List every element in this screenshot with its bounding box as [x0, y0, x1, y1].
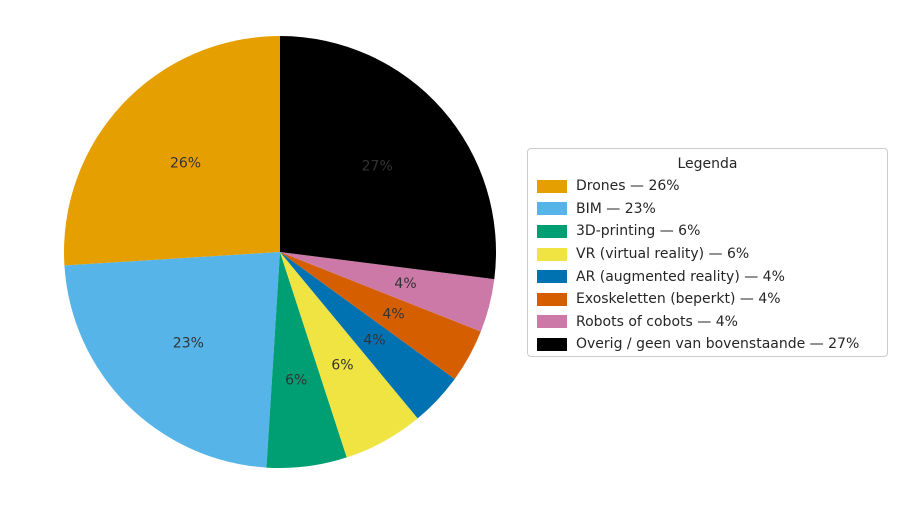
legend-swatch-bim: [537, 202, 567, 216]
pie-slice-label-robots-of-cobots: 4%: [394, 276, 416, 292]
legend-label-ar-augmented-reality: AR (augmented reality) — 4%: [576, 268, 785, 285]
legend-item-robots-of-cobots: Robots of cobots — 4%: [528, 311, 887, 334]
pie-slice-label-bim: 23%: [173, 336, 204, 352]
legend-box: Legenda Drones — 26% BIM — 23% 3D-printing…: [527, 148, 888, 357]
legend-label-overig-geen-van-bovenstaande: Overig / geen van bovenstaande — 27%: [576, 336, 860, 353]
legend-swatch-overig-geen-van-bovenstaande: [537, 337, 567, 351]
legend-item-ar-augmented-reality: AR (augmented reality) — 4%: [528, 265, 887, 288]
pie-slice-bim: [64, 252, 281, 468]
pie-slice-drones: [64, 36, 281, 266]
legend-swatch-exoskeletten-beperkt: [537, 292, 567, 306]
legend-label-robots-of-cobots: Robots of cobots — 4%: [576, 313, 738, 330]
pie-slice-label-exoskeletten-beperkt: 4%: [382, 306, 404, 322]
pie-slice-exoskeletten-beperkt: [280, 252, 481, 379]
pie-slice-label-overig-geen-van-bovenstaande: 27%: [362, 158, 393, 174]
legend-item-vr-virtual-reality: VR (virtual reality) — 6%: [528, 243, 887, 266]
pie-slice-3d-printing: [266, 252, 347, 468]
legend-label-drones: Drones — 26%: [576, 178, 680, 195]
legend-swatch-vr-virtual-reality: [537, 247, 567, 261]
pie-slice-label-3d-printing: 6%: [285, 373, 307, 389]
legend-label-vr-virtual-reality: VR (virtual reality) — 6%: [576, 246, 750, 263]
legend-title: Legenda: [677, 156, 738, 172]
pie-slice-ar-augmented-reality: [280, 252, 455, 419]
legend-item-overig-geen-van-bovenstaande: Overig / geen van bovenstaande — 27%: [528, 333, 887, 356]
pie-slice-overig-geen-van-bovenstaande: [280, 36, 497, 280]
legend-label-bim: BIM — 23%: [576, 200, 656, 217]
pie-slice-label-vr-virtual-reality: 6%: [331, 358, 353, 374]
legend-item-drones: Drones — 26%: [528, 175, 887, 198]
legend-swatch-drones: [537, 179, 567, 193]
legend-item-list: Drones — 26% BIM — 23% 3D-printing — 6% VR …: [528, 175, 887, 356]
legend-label-exoskeletten-beperkt: Exoskeletten (beperkt) — 4%: [576, 291, 781, 308]
legend-swatch-3d-printing: [537, 224, 567, 238]
legend-swatch-ar-augmented-reality: [537, 270, 567, 284]
pie-slice-robots-of-cobots: [280, 252, 495, 332]
pie-slice-label-drones: 26%: [170, 155, 201, 171]
pie-slice-label-ar-augmented-reality: 4%: [363, 333, 385, 349]
legend-item-3d-printing: 3D-printing — 6%: [528, 220, 887, 243]
pie-slice-vr-virtual-reality: [280, 252, 418, 458]
legend-item-exoskeletten-beperkt: Exoskeletten (beperkt) — 4%: [528, 288, 887, 311]
legend-item-bim: BIM — 23%: [528, 198, 887, 221]
legend-label-3d-printing: 3D-printing — 6%: [576, 223, 701, 240]
legend-swatch-robots-of-cobots: [537, 315, 567, 329]
